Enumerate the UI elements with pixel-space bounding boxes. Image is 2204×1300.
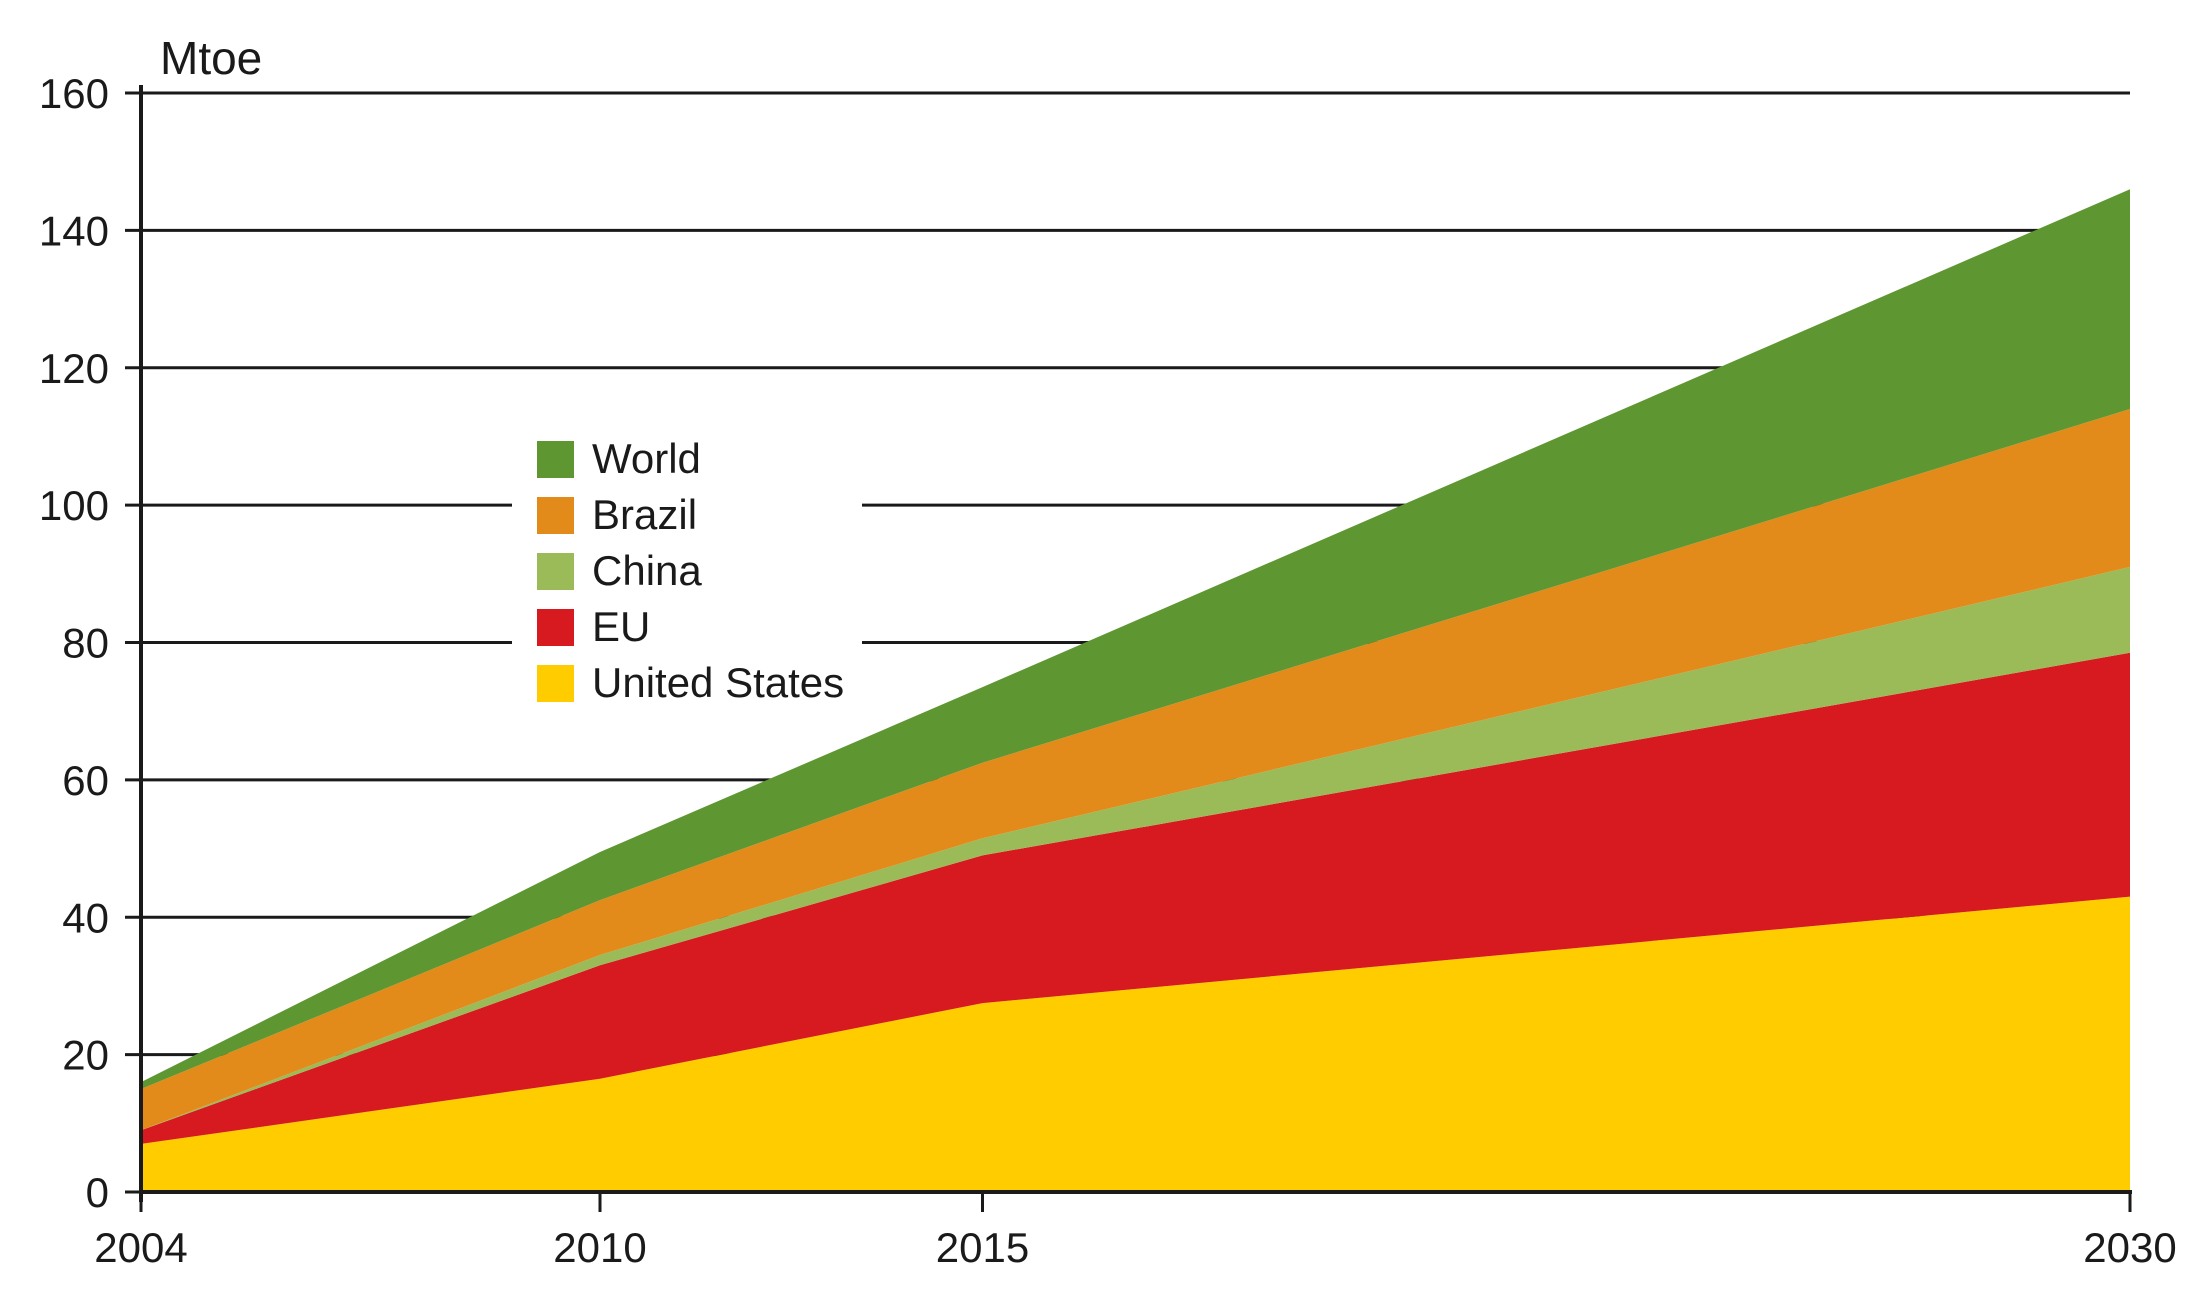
area-world (141, 189, 2130, 1089)
legend-swatch-brazil (537, 497, 574, 534)
y-axis-unit-label: Mtoe (160, 32, 262, 84)
x-tick-label-2030: 2030 (2083, 1224, 2176, 1271)
axes (125, 85, 2132, 1212)
area-brazil (141, 409, 2130, 1131)
y-tick-label-60: 60 (62, 757, 109, 804)
y-tick-label-120: 120 (39, 345, 109, 392)
y-tick-label-20: 20 (62, 1032, 109, 1079)
y-tick-label-80: 80 (62, 620, 109, 667)
legend-label-world: World (592, 435, 701, 482)
legend-swatch-world (537, 441, 574, 478)
area-china (141, 566, 2130, 1131)
legend-swatch-united-states (537, 665, 574, 702)
tick-labels: 0 20 40 60 80 100 120 140 160 2004 2010 2015 2030 (39, 70, 2177, 1271)
legend-label-eu: EU (592, 603, 650, 650)
legend-label-united-states: United States (592, 659, 844, 706)
legend-swatch-eu (537, 609, 574, 646)
x-tick-label-2004: 2004 (94, 1224, 187, 1271)
y-tick-label-100: 100 (39, 482, 109, 529)
area-eu (141, 652, 2130, 1144)
legend-swatch-china (537, 553, 574, 590)
legend: World Brazil China EU United States (537, 435, 844, 706)
area-series-group (141, 189, 2130, 1192)
area-united-states (141, 896, 2130, 1192)
y-tick-label-140: 140 (39, 207, 109, 254)
legend-label-china: China (592, 547, 702, 594)
x-tick-label-2015: 2015 (936, 1224, 1029, 1271)
y-tick-label-160: 160 (39, 70, 109, 117)
x-tick-label-2010: 2010 (553, 1224, 646, 1271)
y-tick-label-40: 40 (62, 894, 109, 941)
legend-label-brazil: Brazil (592, 491, 697, 538)
y-tick-label-0: 0 (86, 1169, 109, 1216)
